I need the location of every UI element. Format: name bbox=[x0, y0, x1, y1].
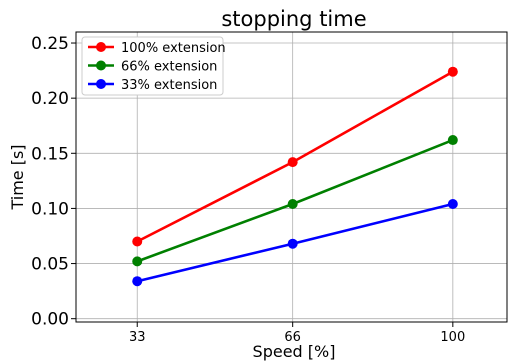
y-tick-label: 0.05 bbox=[31, 255, 69, 275]
y-axis-ticks: 0.00 0.05 0.10 0.15 0.20 0.25 bbox=[31, 34, 76, 330]
legend-swatch-marker bbox=[96, 42, 106, 52]
data-point bbox=[447, 66, 458, 77]
data-point bbox=[132, 236, 143, 247]
data-point bbox=[447, 135, 458, 146]
legend-label: 100% extension bbox=[121, 41, 226, 56]
chart-title: stopping time bbox=[221, 7, 366, 31]
legend-swatch-marker bbox=[96, 60, 106, 71]
x-axis-label: Speed [%] bbox=[253, 342, 336, 361]
y-tick-label: 0.00 bbox=[31, 310, 69, 330]
data-point bbox=[447, 199, 458, 210]
legend: 100% extension 66% extension 33% extension bbox=[81, 36, 226, 96]
legend-swatch-marker bbox=[96, 79, 106, 89]
legend-box bbox=[81, 36, 224, 96]
data-point bbox=[287, 157, 298, 168]
series-layer bbox=[132, 66, 458, 287]
plot-area-frame bbox=[75, 31, 508, 323]
x-tick-label: 66 bbox=[284, 330, 301, 345]
y-tick-label: 0.10 bbox=[31, 199, 69, 219]
data-point bbox=[132, 276, 143, 287]
data-point bbox=[287, 199, 298, 210]
x-tick-label: 33 bbox=[129, 330, 146, 345]
y-tick-label: 0.25 bbox=[31, 34, 69, 54]
legend-label: 66% extension bbox=[121, 60, 217, 75]
data-point bbox=[287, 238, 298, 249]
y-axis-label: Time [s] bbox=[8, 144, 27, 210]
x-axis-ticks: 33 66 100 bbox=[129, 322, 465, 345]
legend-label: 33% extension bbox=[121, 78, 217, 93]
x-tick-label: 100 bbox=[440, 330, 465, 345]
data-point bbox=[132, 256, 143, 267]
y-tick-label: 0.20 bbox=[31, 89, 69, 109]
y-tick-label: 0.15 bbox=[31, 144, 69, 164]
